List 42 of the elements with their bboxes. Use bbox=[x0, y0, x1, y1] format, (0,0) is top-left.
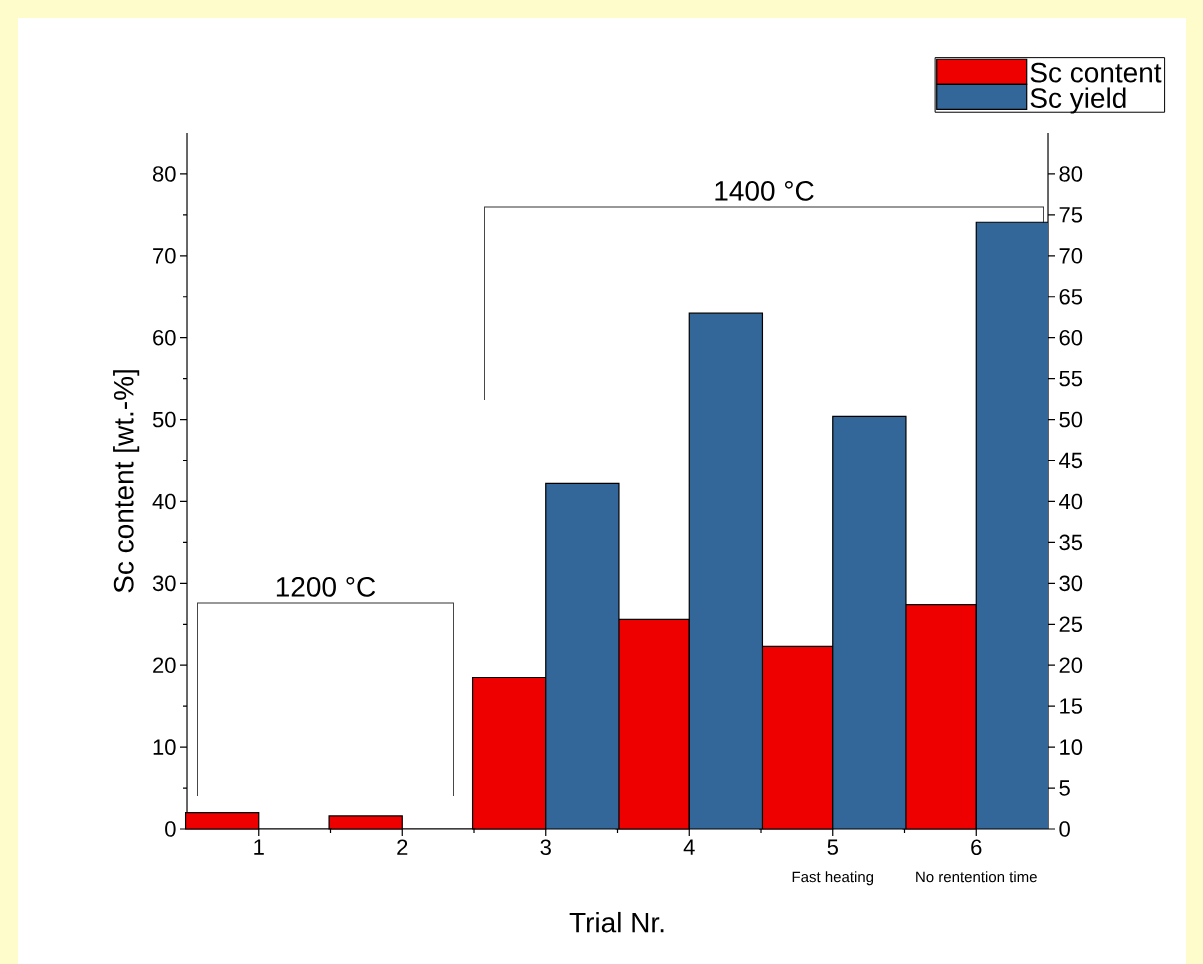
annotation: 1400 °C bbox=[715, 180, 814, 201]
legend-label: Sc yield bbox=[1030, 87, 1126, 114]
annotation: 1200 °C bbox=[276, 576, 376, 597]
y-axis-title: Sc content [wt.-%] bbox=[113, 370, 140, 593]
y-tick-label: 70 bbox=[153, 248, 176, 264]
y2-tick-label: 20 bbox=[1059, 657, 1083, 674]
y2-tick-label: 10 bbox=[1060, 739, 1083, 755]
y-tick-label: 0 bbox=[165, 821, 176, 837]
y2-tick-label: 65 bbox=[1059, 288, 1083, 305]
x-axis-title: Trial Nr. bbox=[569, 911, 664, 933]
y2-tick-label: 0 bbox=[1059, 821, 1070, 837]
y2-tick-label: 15 bbox=[1060, 698, 1083, 714]
y2-tick-label: 45 bbox=[1059, 452, 1083, 469]
y2-tick-label: 30 bbox=[1059, 575, 1083, 592]
y2-tick-label: 5 bbox=[1059, 780, 1070, 796]
y-tick-label: 50 bbox=[152, 411, 176, 428]
y-tick-label: 10 bbox=[153, 739, 176, 755]
y2-tick-label: 55 bbox=[1059, 370, 1083, 387]
x-tick-label: 1 bbox=[254, 839, 264, 855]
y2-tick-label: 70 bbox=[1059, 248, 1083, 264]
y-tick-label: 30 bbox=[152, 575, 176, 592]
legend-label: Sc content bbox=[1030, 62, 1162, 83]
y2-tick-label: 40 bbox=[1059, 493, 1083, 510]
y-tick-label: 80 bbox=[152, 166, 176, 182]
y2-tick-label: 60 bbox=[1059, 329, 1083, 346]
x-tick-label: 2 bbox=[397, 839, 408, 855]
y2-tick-label: 75 bbox=[1059, 207, 1083, 223]
y-tick-label: 20 bbox=[153, 657, 176, 674]
x-tick-label: 3 bbox=[540, 839, 551, 856]
y2-tick-label: 50 bbox=[1059, 411, 1083, 428]
y2-tick-label: 25 bbox=[1059, 616, 1083, 633]
y2-tick-label: 80 bbox=[1059, 166, 1083, 182]
text: Fast heating bbox=[792, 871, 874, 886]
x-tick-label: 4 bbox=[683, 839, 695, 855]
bar bbox=[689, 313, 763, 829]
bar bbox=[975, 221, 1049, 829]
x-tick-label: 6 bbox=[971, 839, 982, 856]
y2-tick-label: 35 bbox=[1059, 534, 1083, 551]
x-tick-label: 5 bbox=[827, 839, 838, 855]
y-tick-label: 40 bbox=[152, 493, 176, 510]
text: No rentention time bbox=[916, 871, 1037, 883]
y-tick-label: 60 bbox=[153, 329, 176, 346]
